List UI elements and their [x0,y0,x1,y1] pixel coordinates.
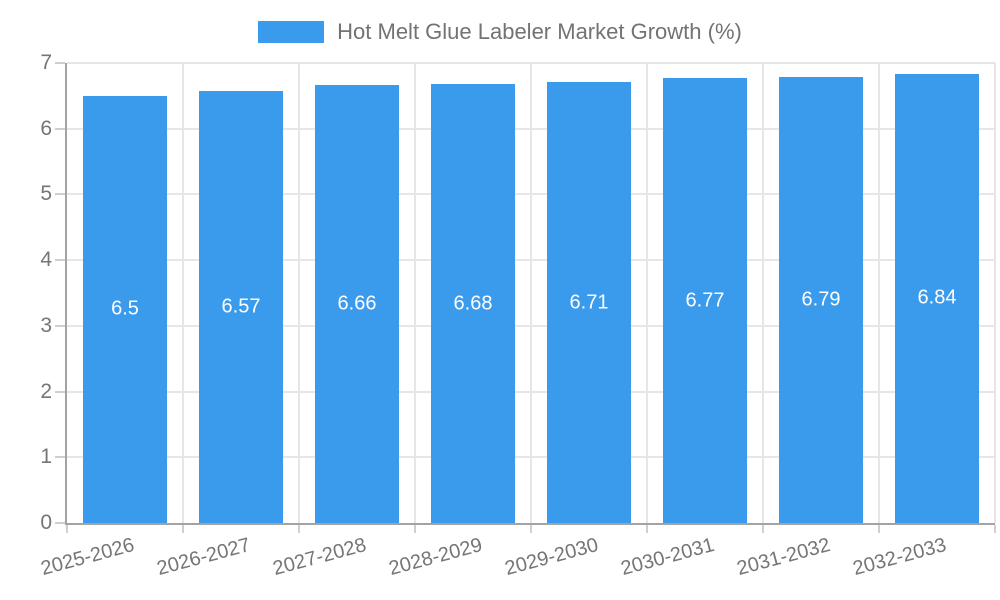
y-tick [55,522,65,524]
y-tick [55,456,65,459]
y-tick [55,259,65,262]
bar-2031-2032[interactable] [779,76,863,523]
bar-2026-2027[interactable] [199,91,283,523]
gridline-v [994,63,996,523]
gridline-v [298,63,300,523]
x-tick [646,525,648,533]
y-tick [55,193,65,196]
x-axis-label: 2026-2027 [154,534,253,581]
y-tick [55,62,65,64]
x-axis-line [65,523,995,525]
y-axis-label: 2 [40,379,52,403]
x-tick [762,525,764,533]
y-axis-label: 0 [40,511,52,534]
y-axis-label: 7 [40,51,52,74]
x-tick [414,525,416,533]
y-tick [55,324,65,327]
gridline-v [182,63,184,523]
x-tick [530,525,532,533]
plot-area: 6.5 6.57 6.66 6.68 6.71 6.77 6.79 6.84 [55,62,996,533]
gridline-v [762,63,764,523]
x-tick [66,525,68,533]
bar-2025-2026[interactable] [83,95,167,523]
bar-2027-2028[interactable] [315,85,399,523]
legend-swatch-icon[interactable] [258,21,325,43]
x-tick [878,525,880,533]
x-tick [298,525,300,533]
x-axis-label: 2028-2029 [386,534,485,581]
gridline-v [878,63,880,523]
gridline-v [646,63,648,523]
x-axis-label: 2031-2032 [734,534,833,581]
bar-2028-2029[interactable] [431,84,515,523]
y-axis-label: 4 [40,248,52,272]
y-axis-label: 5 [40,182,52,206]
x-axis-label: 2030-2031 [618,534,717,581]
legend-label[interactable]: Hot Melt Glue Labeler Market Growth (%) [337,19,742,44]
y-axis-label: 3 [40,313,52,337]
x-axis-label: 2029-2030 [502,534,601,581]
x-axis-label: 2027-2028 [270,534,369,581]
x-axis-label: 2032-2033 [850,534,949,581]
x-tick [994,525,996,533]
y-axis-label: 6 [40,116,52,140]
x-axis-label: 2025-2026 [38,534,137,581]
y-tick [55,390,65,393]
x-tick [182,525,184,533]
gridline-v [530,63,532,523]
gridline-v [414,63,416,523]
y-axis-line [65,63,67,525]
y-tick [55,127,65,130]
bar-2029-2030[interactable] [547,82,631,523]
bar-2030-2031[interactable] [663,78,747,523]
chart-legend[interactable]: Hot Melt Glue Labeler Market Growth (%) [0,19,1000,45]
bar-2032-2033[interactable] [895,73,979,523]
y-axis-label: 1 [40,445,52,469]
